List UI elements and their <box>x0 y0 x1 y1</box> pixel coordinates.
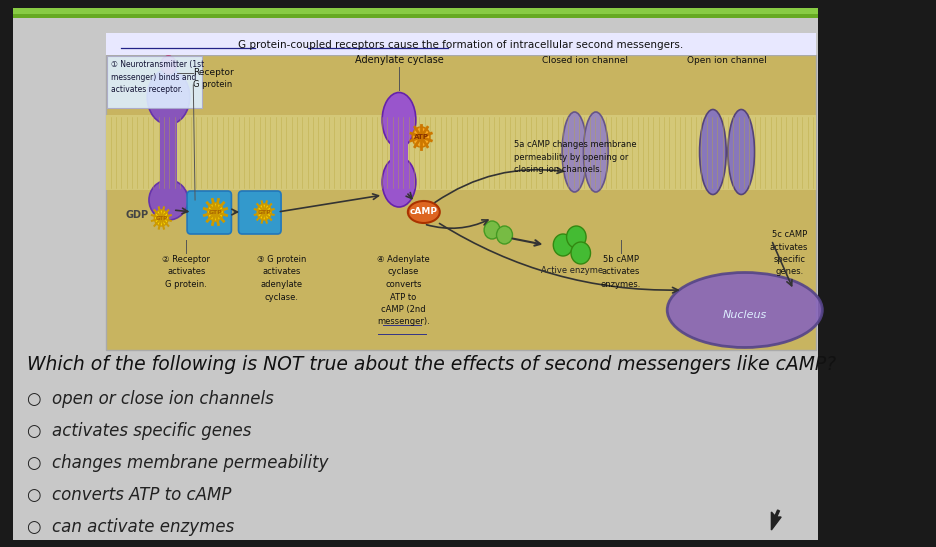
Ellipse shape <box>699 109 725 195</box>
Bar <box>107 55 815 350</box>
Text: GTP: GTP <box>155 216 168 220</box>
Ellipse shape <box>382 92 416 148</box>
Text: GTP: GTP <box>209 210 222 214</box>
Bar <box>107 33 815 55</box>
Text: ○  open or close ion channels: ○ open or close ion channels <box>26 390 273 408</box>
Circle shape <box>207 203 223 221</box>
Text: Active enzyme: Active enzyme <box>540 266 602 275</box>
FancyBboxPatch shape <box>239 191 281 234</box>
Text: Closed ion channel: Closed ion channel <box>542 56 627 65</box>
Bar <box>107 115 815 190</box>
Circle shape <box>566 226 585 248</box>
Ellipse shape <box>583 112 607 192</box>
Text: 5a cAMP changes membrane
permeability by opening or
closing ion channels.: 5a cAMP changes membrane permeability by… <box>514 140 636 174</box>
Text: GDP: GDP <box>125 210 149 220</box>
Bar <box>13 8 816 14</box>
Ellipse shape <box>562 112 586 192</box>
Text: G protein-coupled receptors cause the formation of intracellular second messenge: G protein-coupled receptors cause the fo… <box>238 40 683 50</box>
Text: Open ion channel: Open ion channel <box>686 56 767 65</box>
Circle shape <box>496 226 512 244</box>
Circle shape <box>154 210 168 226</box>
Text: Nucleus: Nucleus <box>722 310 766 320</box>
Bar <box>13 14 816 18</box>
Text: ① Neurotransmitter (1st
messenger) binds and
activates receptor.: ① Neurotransmitter (1st messenger) binds… <box>110 60 204 94</box>
Bar <box>389 135 407 170</box>
Bar <box>159 117 177 188</box>
Text: 5c cAMP
activates
specific
genes.: 5c cAMP activates specific genes. <box>769 230 808 276</box>
Circle shape <box>570 242 590 264</box>
Circle shape <box>484 221 500 239</box>
Text: GTP: GTP <box>257 210 271 214</box>
Text: G protein: G protein <box>193 80 232 89</box>
Text: ○  can activate enzymes: ○ can activate enzymes <box>26 518 234 536</box>
Ellipse shape <box>666 272 822 347</box>
Ellipse shape <box>727 109 753 195</box>
Text: ○  activates specific genes: ○ activates specific genes <box>26 422 251 440</box>
Text: ② Receptor
activates
G protein.: ② Receptor activates G protein. <box>162 255 210 289</box>
Circle shape <box>256 204 271 220</box>
Text: Which of the following is NOT true about the effects of second messengers like c: Which of the following is NOT true about… <box>26 355 835 374</box>
Circle shape <box>160 56 176 74</box>
FancyBboxPatch shape <box>187 191 231 234</box>
FancyBboxPatch shape <box>107 56 202 108</box>
Text: cAMP: cAMP <box>409 207 437 217</box>
Circle shape <box>552 234 572 256</box>
Text: ATP: ATP <box>413 134 428 140</box>
Ellipse shape <box>149 180 188 220</box>
Text: ○  converts ATP to cAMP: ○ converts ATP to cAMP <box>26 486 231 504</box>
Text: 5b cAMP
activates
enzymes.: 5b cAMP activates enzymes. <box>600 255 640 289</box>
Text: Adenylate cyclase: Adenylate cyclase <box>354 55 443 65</box>
Circle shape <box>412 127 430 147</box>
Ellipse shape <box>407 201 439 223</box>
Text: Receptor: Receptor <box>193 68 234 77</box>
FancyBboxPatch shape <box>13 8 816 540</box>
Ellipse shape <box>147 69 190 125</box>
Text: ④ Adenylate
cyclase
converts
ATP to
cAMP (2nd
messenger).: ④ Adenylate cyclase converts ATP to cAMP… <box>376 255 430 327</box>
Text: ○  changes membrane permeability: ○ changes membrane permeability <box>26 454 328 472</box>
Text: ③ G protein
activates
adenylate
cyclase.: ③ G protein activates adenylate cyclase. <box>257 255 306 301</box>
Ellipse shape <box>382 157 416 207</box>
Polygon shape <box>770 510 781 530</box>
